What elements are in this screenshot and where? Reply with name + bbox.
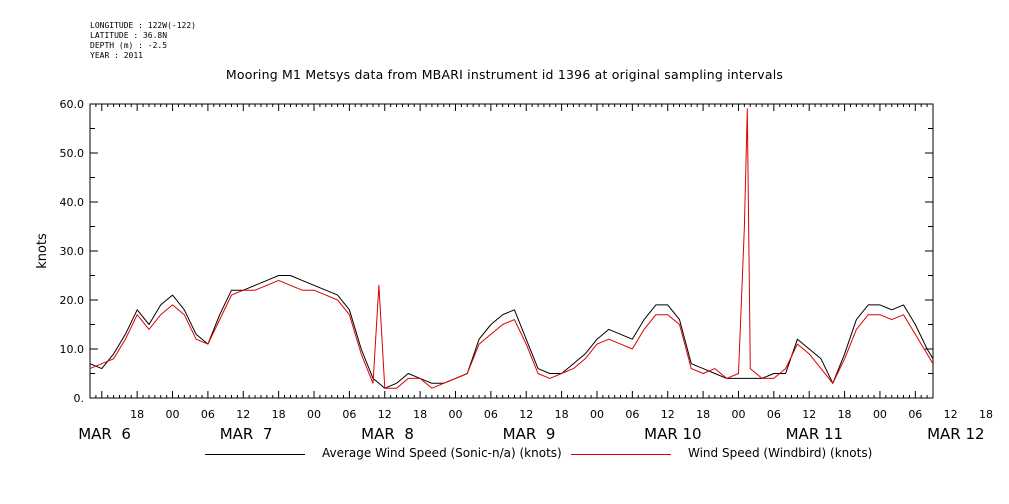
x-hour-label: 12	[378, 408, 392, 421]
x-hour-label: 12	[236, 408, 250, 421]
y-tick-label: 0.	[74, 392, 85, 405]
x-day-label: MAR 9	[503, 425, 556, 443]
plot-frame	[89, 103, 934, 399]
legend-label-sonic: Average Wind Speed (Sonic-n/a) (knots)	[322, 446, 562, 460]
x-hour-label: 18	[555, 408, 569, 421]
y-tick-label: 30.0	[60, 245, 85, 258]
x-day-label: MAR 11	[786, 425, 843, 443]
x-hour-label: 12	[519, 408, 533, 421]
x-hour-label: 18	[979, 408, 993, 421]
x-hour-label: 18	[696, 408, 710, 421]
x-day-label: MAR 12	[927, 425, 984, 443]
x-hour-label: 00	[731, 408, 745, 421]
x-hour-label: 00	[873, 408, 887, 421]
x-hour-label: 12	[944, 408, 958, 421]
y-tick-label: 60.0	[60, 98, 85, 111]
x-hour-label: 12	[661, 408, 675, 421]
x-hour-label: 18	[130, 408, 144, 421]
x-hour-label: 00	[307, 408, 321, 421]
x-day-label: MAR 8	[361, 425, 414, 443]
latitude-text: LATITUDE : 36.8N	[90, 31, 168, 40]
y-tick-label: 20.0	[60, 294, 85, 307]
x-day-label: MAR 6	[78, 425, 131, 443]
x-hour-label: 06	[625, 408, 639, 421]
x-hour-label: 12	[802, 408, 816, 421]
series-line-windbird	[89, 108, 934, 389]
x-hour-label: 18	[413, 408, 427, 421]
y-tick-label: 10.0	[60, 343, 85, 356]
year-text: YEAR : 2011	[90, 51, 143, 60]
longitude-text: LONGITUDE : 122W(-122)	[90, 21, 196, 30]
series-line-sonic	[89, 275, 934, 389]
x-hour-label: 06	[201, 408, 215, 421]
x-day-label: MAR 10	[644, 425, 701, 443]
x-hour-label: 06	[484, 408, 498, 421]
x-hour-label: 00	[166, 408, 180, 421]
legend-label-windbird: Wind Speed (Windbird) (knots)	[688, 446, 873, 460]
x-day-label: MAR 7	[220, 425, 273, 443]
x-hour-label: 06	[342, 408, 356, 421]
x-hour-label: 06	[767, 408, 781, 421]
x-hour-label: 06	[908, 408, 922, 421]
legend-swatch-windbird	[571, 454, 671, 455]
chart-title: Mooring M1 Metsys data from MBARI instru…	[225, 67, 784, 82]
metadata-block: LONGITUDE : 122W(-122) LATITUDE : 36.8N …	[90, 21, 196, 61]
x-hour-label: 00	[590, 408, 604, 421]
depth-text: DEPTH (m) : -2.5	[90, 41, 168, 50]
y-tick-label: 40.0	[60, 196, 85, 209]
legend-swatch-sonic	[205, 454, 305, 455]
x-hour-label: 00	[448, 408, 462, 421]
y-tick-label: 50.0	[60, 147, 85, 160]
y-axis-label: knots	[35, 233, 50, 269]
x-hour-label: 18	[272, 408, 286, 421]
x-hour-label: 18	[838, 408, 852, 421]
legend: Average Wind Speed (Sonic-n/a) (knots) W…	[0, 446, 1009, 464]
